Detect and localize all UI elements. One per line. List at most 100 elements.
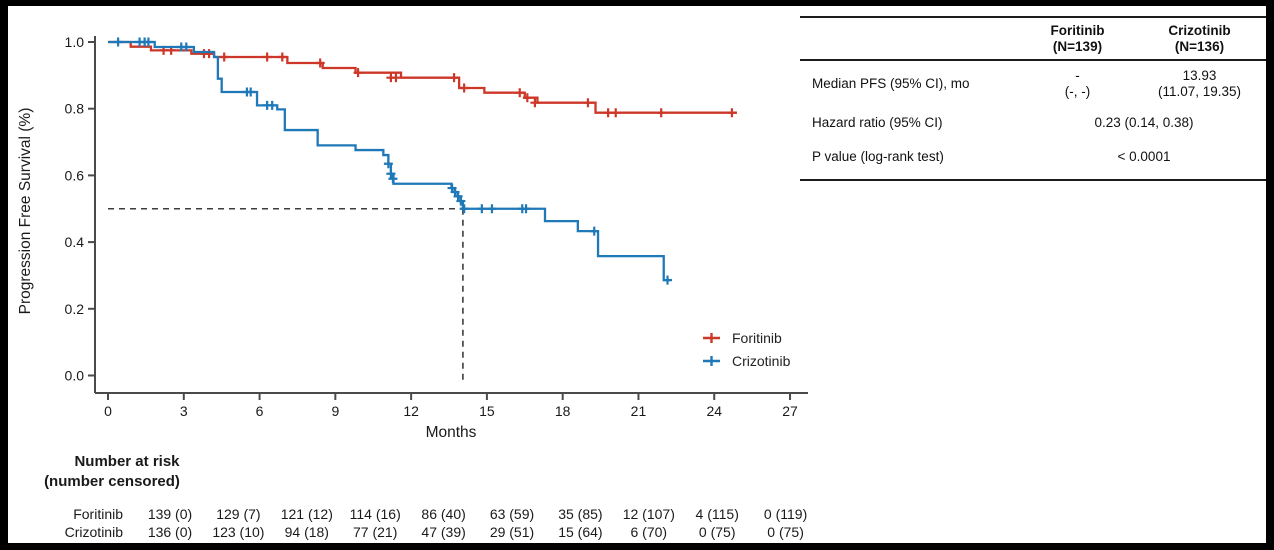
- censor-mark-foritinib: [522, 93, 532, 103]
- censor-mark-foritinib: [219, 52, 229, 62]
- y-tick-label: 0.6: [65, 167, 85, 183]
- at-risk-subtitle: (number censored): [44, 473, 180, 490]
- x-tick-label: 0: [104, 403, 112, 419]
- at-risk-value: 6 (70): [631, 524, 668, 540]
- censor-mark-foritinib: [611, 108, 621, 118]
- at-risk-value: 123 (10): [212, 524, 264, 540]
- censor-mark-foritinib: [459, 83, 469, 93]
- at-risk-value: 86 (40): [421, 506, 465, 522]
- y-tick-label: 0.2: [65, 301, 85, 317]
- censor-mark-crizotinib: [383, 159, 393, 169]
- legend-label-crizotinib: Crizotinib: [732, 353, 791, 369]
- at-risk-value: 29 (51): [490, 524, 534, 540]
- stats-col-foritinib-name: Foritinib: [1050, 23, 1105, 38]
- stats-col-crizotinib: Crizotinib (N=136): [1133, 23, 1266, 55]
- censor-mark-crizotinib: [143, 37, 153, 47]
- stats-median-crizotinib: 13.93 (11.07, 19.35): [1133, 68, 1266, 100]
- legend-label-foritinib: Foritinib: [732, 330, 782, 346]
- stats-col-foritinib-n: (N=139): [1052, 38, 1103, 54]
- at-risk-value: 4 (115): [696, 506, 739, 522]
- y-tick-label: 0.4: [65, 234, 85, 250]
- y-tick-label: 1.0: [65, 34, 85, 50]
- at-risk-value: 15 (64): [558, 524, 602, 540]
- stats-pvalue-label: P value (log-rank test): [812, 148, 944, 164]
- stats-row-hazard-ratio: Hazard ratio (95% CI) 0.23 (0.14, 0.38): [800, 106, 1266, 139]
- stats-header-row: Foritinib (N=139) Crizotinib (N=136): [800, 16, 1266, 61]
- stats-pvalue-value: < 0.0001: [1117, 148, 1171, 164]
- stats-table: Foritinib (N=139) Crizotinib (N=136) Med…: [800, 16, 1266, 181]
- km-plot: 0 3 6 9 12 15 18 21 24 27 0.0 0.2 0.4 0.6 0.8 1.0 Months…: [17, 34, 808, 540]
- y-tick-label: 0.0: [65, 368, 85, 384]
- censor-mark-foritinib: [530, 98, 540, 108]
- at-risk-value: 94 (18): [285, 524, 329, 540]
- at-risk-value: 12 (107): [623, 506, 675, 522]
- censor-mark-foritinib: [315, 58, 325, 68]
- at-risk-value: 77 (21): [353, 524, 397, 540]
- at-risk-value: 136 (0): [148, 524, 192, 540]
- at-risk-value: 114 (16): [350, 506, 401, 522]
- censor-mark-crizotinib: [267, 100, 277, 110]
- x-tick-label: 3: [180, 403, 188, 419]
- at-risk-value: 0 (75): [767, 524, 804, 540]
- censor-mark-foritinib: [262, 52, 272, 62]
- censor-mark-crizotinib: [487, 204, 497, 214]
- stats-median-crizotinib-ci: (11.07, 19.35): [1157, 83, 1242, 99]
- at-risk-value: 129 (7): [216, 506, 260, 522]
- censor-mark-foritinib: [204, 49, 214, 59]
- censor-mark-foritinib: [515, 88, 525, 98]
- censor-mark-crizotinib: [246, 87, 256, 97]
- at-risk-value: 0 (119): [764, 506, 807, 522]
- x-tick-label: 6: [256, 403, 264, 419]
- stats-median-foritinib-ci: (-, -): [1064, 83, 1091, 99]
- censor-mark-crizotinib: [181, 42, 191, 52]
- censor-mark-crizotinib: [388, 174, 398, 184]
- y-axis-title: Progression Free Survival (%): [17, 108, 34, 315]
- censor-mark-foritinib: [583, 98, 593, 108]
- x-tick-label: 24: [706, 403, 722, 419]
- stats-row-median-pfs: Median PFS (95% CI), mo - (-, -) 13.93 (…: [800, 61, 1266, 106]
- x-tick-label: 12: [403, 403, 419, 419]
- censor-mark-foritinib: [391, 73, 401, 83]
- censor-mark-crizotinib: [663, 275, 673, 285]
- at-risk-value: 139 (0): [148, 506, 192, 522]
- at-risk-value: 47 (39): [421, 524, 465, 540]
- at-risk-value: 121 (12): [281, 506, 333, 522]
- censor-mark-crizotinib: [453, 191, 463, 201]
- stats-median-foritinib-value: -: [1075, 67, 1080, 83]
- stats-hazard-label: Hazard ratio (95% CI): [812, 114, 943, 130]
- x-tick-label: 18: [555, 403, 571, 419]
- censor-mark-crizotinib: [459, 204, 469, 214]
- x-tick-label: 15: [479, 403, 495, 419]
- at-risk-row-label-foritinib: Foritinib: [73, 506, 123, 522]
- censor-mark-crizotinib: [456, 196, 466, 206]
- stats-row-median-label: Median PFS (95% CI), mo: [812, 75, 970, 91]
- y-tick-label: 0.8: [65, 101, 85, 117]
- censor-mark-foritinib: [277, 52, 287, 62]
- censor-mark-crizotinib: [521, 204, 531, 214]
- censor-mark-foritinib: [656, 108, 666, 118]
- censor-mark-crizotinib: [589, 226, 599, 236]
- stats-col-foritinib: Foritinib (N=139): [1022, 23, 1133, 55]
- at-risk-row-label-crizotinib: Crizotinib: [65, 524, 124, 540]
- stats-row-p-value: P value (log-rank test) < 0.0001: [800, 139, 1266, 181]
- stats-col-crizotinib-name: Crizotinib: [1168, 23, 1231, 38]
- x-tick-label: 21: [631, 403, 647, 419]
- at-risk-title: Number at risk: [74, 453, 180, 470]
- stats-hazard-value: 0.23 (0.14, 0.38): [1094, 114, 1194, 130]
- censor-mark-foritinib: [449, 73, 459, 83]
- x-tick-label: 9: [331, 403, 339, 419]
- at-risk-value: 0 (75): [699, 524, 736, 540]
- censor-mark-foritinib: [353, 68, 363, 78]
- censor-mark-crizotinib: [477, 204, 487, 214]
- censor-mark-foritinib: [603, 108, 613, 118]
- censor-mark-crizotinib: [386, 169, 396, 179]
- stats-col-crizotinib-n: (N=136): [1174, 38, 1225, 54]
- censor-mark-foritinib: [727, 108, 737, 118]
- x-tick-label: 27: [782, 403, 798, 419]
- stats-median-crizotinib-value: 13.93: [1182, 67, 1217, 83]
- figure-panel: 0 3 6 9 12 15 18 21 24 27 0.0 0.2 0.4 0.6 0.8 1.0 Months…: [8, 6, 1266, 543]
- censor-mark-crizotinib: [113, 37, 123, 47]
- at-risk-value: 63 (59): [490, 506, 534, 522]
- stats-median-foritinib: - (-, -): [1022, 68, 1133, 100]
